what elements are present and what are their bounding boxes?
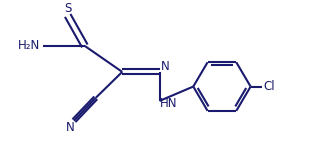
Text: Cl: Cl bbox=[264, 80, 275, 93]
Text: N: N bbox=[161, 60, 170, 73]
Text: H₂N: H₂N bbox=[18, 40, 40, 52]
Text: S: S bbox=[64, 2, 71, 15]
Text: N: N bbox=[66, 121, 74, 134]
Text: HN: HN bbox=[160, 97, 177, 110]
